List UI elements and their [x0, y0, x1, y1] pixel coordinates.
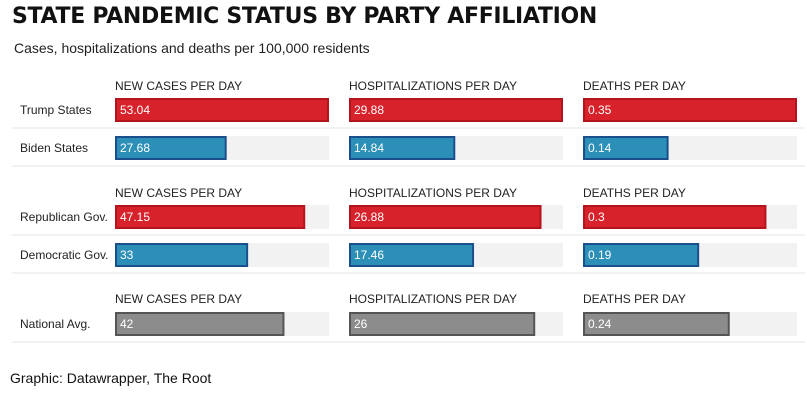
bar-value-label: 53.04: [120, 103, 150, 117]
bar-value-label: 0.24: [588, 317, 612, 331]
column-header: NEW CASES PER DAY: [115, 292, 242, 306]
bar-value-label: 47.15: [120, 210, 150, 224]
column-header: DEATHS PER DAY: [583, 186, 686, 200]
bar-value-label: 33: [120, 248, 134, 262]
bar-value-label: 0.35: [588, 103, 612, 117]
bar-value-label: 17.46: [354, 248, 384, 262]
bar: [349, 205, 542, 229]
column-header: NEW CASES PER DAY: [115, 79, 242, 93]
bar: [349, 243, 475, 267]
bar: [115, 243, 249, 267]
column-header: DEATHS PER DAY: [583, 79, 686, 93]
column-header: HOSPITALIZATIONS PER DAY: [349, 79, 517, 93]
bar: [349, 312, 536, 336]
row-label: Democratic Gov.: [20, 248, 108, 262]
bar: [583, 98, 797, 122]
bar: [349, 136, 456, 160]
chart-title: STATE PANDEMIC STATUS BY PARTY AFFILIATI…: [12, 4, 598, 29]
bar: [583, 243, 700, 267]
row-label: Trump States: [20, 103, 92, 117]
bar: [583, 205, 767, 229]
bar-value-label: 42: [120, 317, 134, 331]
column-header: NEW CASES PER DAY: [115, 186, 242, 200]
row-label: National Avg.: [20, 317, 91, 331]
bar: [115, 136, 227, 160]
bar: [115, 312, 285, 336]
bar: [115, 98, 329, 122]
bar: [583, 136, 669, 160]
bar: [583, 312, 730, 336]
bar-value-label: 0.3: [588, 210, 605, 224]
column-header: HOSPITALIZATIONS PER DAY: [349, 186, 517, 200]
bar: [349, 98, 563, 122]
bar-value-label: 14.84: [354, 141, 384, 155]
bar-value-label: 0.14: [588, 141, 612, 155]
bar-value-label: 26.88: [354, 210, 384, 224]
column-header: DEATHS PER DAY: [583, 292, 686, 306]
row-label: Republican Gov.: [20, 210, 108, 224]
source-credit: Graphic: Datawrapper, The Root: [10, 370, 212, 386]
row-label: Biden States: [20, 141, 88, 155]
column-header: HOSPITALIZATIONS PER DAY: [349, 292, 517, 306]
bar-value-label: 26: [354, 317, 368, 331]
bar-value-label: 29.88: [354, 103, 384, 117]
bar-value-label: 27.68: [120, 141, 150, 155]
bar: [115, 205, 306, 229]
bar-value-label: 0.19: [588, 248, 612, 262]
chart-subtitle: Cases, hospitalizations and deaths per 1…: [14, 40, 370, 56]
